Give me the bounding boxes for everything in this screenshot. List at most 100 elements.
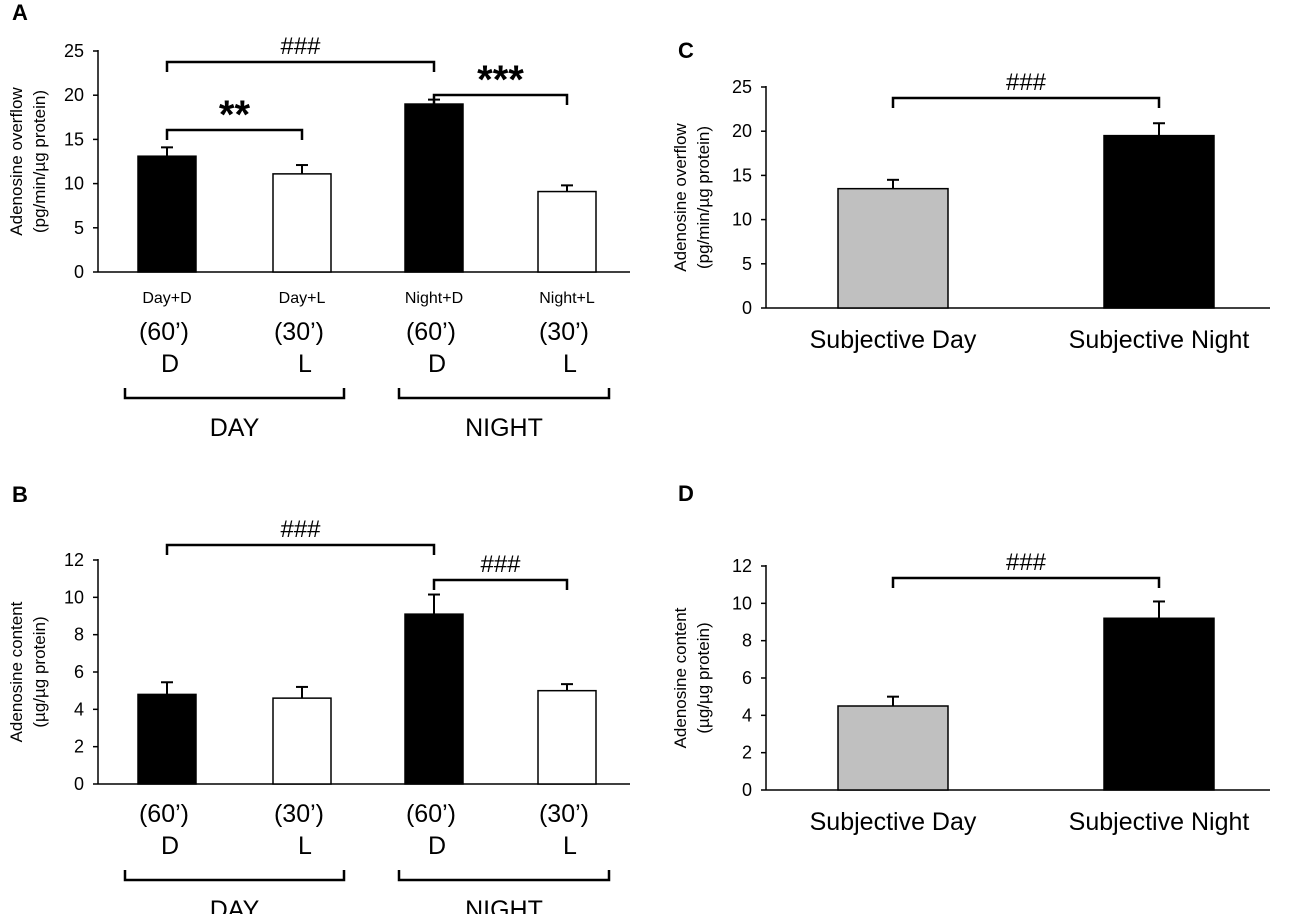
y-tick-label: 0 xyxy=(742,298,752,318)
x-duration-label: (60’) xyxy=(406,318,456,346)
significance-hashes: ### xyxy=(280,33,321,60)
bar xyxy=(272,173,332,273)
significance-stars: *** xyxy=(477,58,524,102)
panel-a: A Adenosine overflow (pg/min/µg protein) 0 5… xyxy=(7,0,630,442)
y-axis-label: Adenosine overflow xyxy=(7,87,26,236)
bar xyxy=(1103,617,1215,791)
y-axis-label: Adenosine content xyxy=(7,601,26,742)
panel-letter: A xyxy=(12,0,28,25)
x-duration-label: (60’) xyxy=(139,318,189,346)
significance-bracket xyxy=(432,578,569,590)
x-category-label: Night+L xyxy=(539,290,595,307)
y-tick-label: 5 xyxy=(74,218,84,238)
x-duration-label: (30’) xyxy=(274,800,324,828)
panel-d: D Adenosine content (µg/µg protein) 0 2 4 6 8 10… xyxy=(671,481,1270,836)
y-tick-label: 10 xyxy=(732,593,752,613)
y-tick-label: 10 xyxy=(64,587,84,607)
y-tick-label: 0 xyxy=(74,262,84,282)
x-condition-label: D xyxy=(161,350,179,378)
group-label: DAY xyxy=(210,896,260,914)
y-tick-label: 10 xyxy=(64,174,84,194)
significance-hashes: ### xyxy=(1006,69,1047,96)
bar xyxy=(837,705,949,791)
significance-bracket xyxy=(891,576,1161,588)
group-bracket xyxy=(123,388,346,400)
bar xyxy=(537,190,597,273)
y-tick-label: 2 xyxy=(74,737,84,757)
y-axis-label-units: (µg/µg protein) xyxy=(30,616,49,727)
y-axis-label: Adenosine overflow xyxy=(671,123,690,272)
y-axis-label-units: (µg/µg protein) xyxy=(694,622,713,733)
significance-hashes: ### xyxy=(480,551,521,578)
y-tick-label: 25 xyxy=(64,41,84,61)
y-tick-label: 0 xyxy=(74,774,84,794)
bar xyxy=(272,697,332,785)
bar xyxy=(404,103,464,273)
x-category-label: Subjective Night xyxy=(1069,808,1250,836)
significance-bracket xyxy=(432,93,569,105)
x-condition-label: L xyxy=(298,832,312,860)
significance-bracket xyxy=(891,96,1161,108)
y-tick-label: 2 xyxy=(742,743,752,763)
significance-bracket xyxy=(165,543,436,555)
x-condition-label: L xyxy=(563,350,577,378)
x-category-label: Day+D xyxy=(142,290,191,307)
x-condition-label: L xyxy=(298,350,312,378)
y-tick-label: 15 xyxy=(732,165,752,185)
panel-letter: D xyxy=(678,481,694,506)
group-label: DAY xyxy=(210,414,260,442)
significance-hashes: ### xyxy=(1006,549,1047,576)
bar xyxy=(137,693,197,785)
y-axis-label-units: (pg/min/µg protein) xyxy=(694,126,713,269)
x-duration-label: (30’) xyxy=(274,318,324,346)
y-tick-label: 4 xyxy=(74,699,84,719)
significance-bracket xyxy=(165,60,436,72)
x-condition-label: D xyxy=(428,832,446,860)
panel-b: B Adenosine content (µg/µg protein) 0 2 4 6 8 10… xyxy=(7,482,630,914)
x-category-label: Day+L xyxy=(279,290,326,307)
group-bracket xyxy=(397,388,611,400)
group-label: NIGHT xyxy=(465,414,543,442)
group-bracket xyxy=(123,870,346,882)
panel-letter: C xyxy=(678,38,694,63)
y-tick-label: 6 xyxy=(74,662,84,682)
y-tick-label: 0 xyxy=(742,780,752,800)
y-tick-label: 5 xyxy=(742,254,752,274)
y-tick-label: 20 xyxy=(732,121,752,141)
significance-bracket xyxy=(165,128,304,140)
y-tick-label: 12 xyxy=(732,556,752,576)
x-condition-label: L xyxy=(563,832,577,860)
y-tick-label: 8 xyxy=(74,625,84,645)
y-tick-label: 25 xyxy=(732,77,752,97)
bar xyxy=(1103,134,1215,309)
y-axis-label: Adenosine content xyxy=(671,607,690,748)
x-category-label: Night+D xyxy=(405,290,463,307)
bar xyxy=(404,613,464,785)
x-duration-label: (30’) xyxy=(539,800,589,828)
x-duration-label: (60’) xyxy=(139,800,189,828)
y-tick-label: 12 xyxy=(64,550,84,570)
bar xyxy=(537,689,597,785)
bar xyxy=(137,155,197,273)
group-label: NIGHT xyxy=(465,896,543,914)
y-tick-label: 8 xyxy=(742,631,752,651)
x-condition-label: D xyxy=(161,832,179,860)
x-category-label: Subjective Day xyxy=(810,326,977,354)
y-tick-label: 10 xyxy=(732,210,752,230)
group-bracket xyxy=(397,870,611,882)
x-category-label: Subjective Night xyxy=(1069,326,1250,354)
x-duration-label: (30’) xyxy=(539,318,589,346)
y-tick-label: 15 xyxy=(64,129,84,149)
y-tick-label: 20 xyxy=(64,85,84,105)
significance-stars: ** xyxy=(219,93,251,137)
panel-letter: B xyxy=(12,482,28,507)
x-category-label: Subjective Day xyxy=(810,808,977,836)
y-tick-label: 6 xyxy=(742,668,752,688)
x-duration-label: (60’) xyxy=(406,800,456,828)
y-tick-label: 4 xyxy=(742,705,752,725)
significance-hashes: ### xyxy=(280,516,321,543)
panel-c: C Adenosine overflow (pg/min/µg protein) 0 5… xyxy=(671,38,1270,354)
x-condition-label: D xyxy=(428,350,446,378)
bar xyxy=(837,187,949,309)
